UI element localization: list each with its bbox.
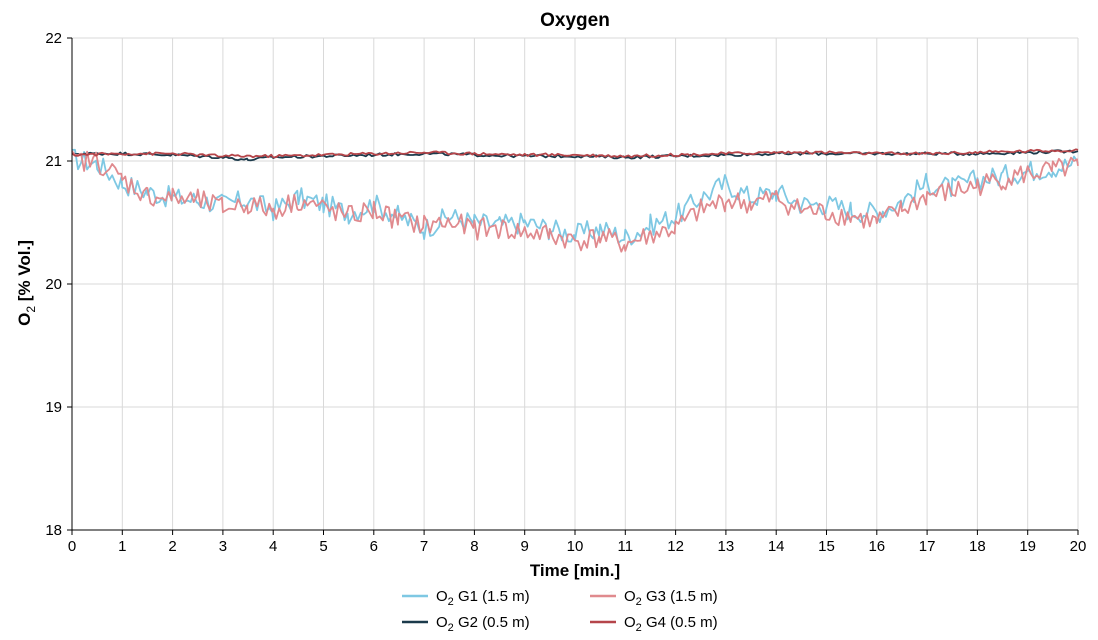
- tick-labels: 0 1 2 3 4 5 6 7 8 9 10 11 12 13 14 15 16 17 18 19 2018192021…: [45, 30, 1086, 555]
- x-axis-title: Time [min.]: [530, 561, 620, 580]
- y-axis-title: O2 [% Vol.]: [15, 240, 38, 326]
- legend-label-2: O2 G2 (0.5 m): [436, 614, 530, 634]
- legend-item-2: O2 G2 (0.5 m): [402, 614, 530, 634]
- y-axis-title-prefix: O: [15, 313, 34, 326]
- x-tick-label-17: 17: [919, 538, 936, 555]
- x-tick-label-2: 2: [168, 538, 176, 555]
- x-tick-label-1: 1: [118, 538, 126, 555]
- legend-item-1: O2 G1 (1.5 m): [402, 588, 530, 608]
- axes: [67, 38, 1078, 535]
- x-tick-label-16: 16: [868, 538, 885, 555]
- x-tick-label-20: 20: [1070, 538, 1087, 555]
- legend-label-3: O2 G3 (1.5 m): [624, 588, 718, 608]
- y-tick-label-20: 20: [45, 276, 62, 293]
- x-tick-label-3: 3: [219, 538, 227, 555]
- x-tick-label-4: 4: [269, 538, 277, 555]
- x-tick-label-8: 8: [470, 538, 478, 555]
- legend-label-1: O2 G1 (1.5 m): [436, 588, 530, 608]
- y-tick-label-22: 22: [45, 30, 62, 47]
- x-tick-label-18: 18: [969, 538, 986, 555]
- x-tick-label-12: 12: [667, 538, 684, 555]
- y-axis-title-suffix: [% Vol.]: [15, 240, 34, 306]
- legend-item-3: O2 G3 (1.5 m): [590, 588, 718, 608]
- x-tick-label-14: 14: [768, 538, 785, 555]
- x-tick-label-13: 13: [718, 538, 735, 555]
- x-tick-label-19: 19: [1019, 538, 1036, 555]
- x-tick-label-6: 6: [370, 538, 378, 555]
- y-tick-label-19: 19: [45, 399, 62, 416]
- legend-item-4: O2 G4 (0.5 m): [590, 614, 718, 634]
- grid: [72, 38, 1078, 530]
- y-tick-label-18: 18: [45, 522, 62, 539]
- x-tick-label-9: 9: [521, 538, 529, 555]
- x-tick-label-11: 11: [618, 538, 634, 555]
- x-tick-label-0: 0: [68, 538, 76, 555]
- y-tick-label-21: 21: [45, 153, 62, 170]
- x-tick-label-15: 15: [818, 538, 835, 555]
- legend-label-4: O2 G4 (0.5 m): [624, 614, 718, 634]
- legend: O2 G1 (1.5 m) O2 G2 (0.5 m) O2 G3 (1.5 m) O…: [402, 588, 718, 634]
- chart-title: Oxygen: [540, 10, 610, 31]
- x-tick-label-5: 5: [319, 538, 327, 555]
- x-tick-label-10: 10: [567, 538, 584, 555]
- x-tick-label-7: 7: [420, 538, 428, 555]
